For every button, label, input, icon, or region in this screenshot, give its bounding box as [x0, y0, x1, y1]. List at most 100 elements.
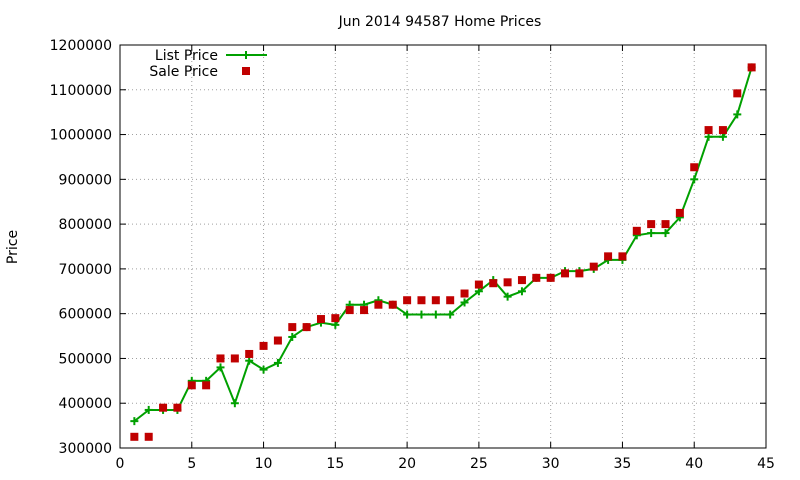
sale-price-point [747, 63, 756, 72]
sale-price-point [661, 220, 670, 229]
legend-label: List Price [155, 48, 218, 64]
y-tick-label: 1200000 [50, 38, 112, 54]
x-tick-label: 0 [116, 456, 125, 472]
x-tick-label: 5 [187, 456, 196, 472]
list-price-point [733, 110, 742, 119]
list-price-point [647, 229, 656, 238]
x-tick-label: 15 [326, 456, 344, 472]
list-price-point [144, 405, 153, 414]
sale-price-point [575, 269, 584, 278]
y-axis-label: Price [5, 230, 21, 264]
x-tick-label: 40 [685, 456, 703, 472]
sale-price-point [259, 341, 268, 350]
plot-frame [119, 44, 767, 449]
y-tick-label: 800000 [59, 217, 112, 233]
sale-price-point [302, 323, 311, 332]
sale-price-point [733, 89, 742, 98]
list-price-point [216, 363, 225, 372]
sale-price-point [245, 349, 254, 358]
sale-price-point [589, 262, 598, 271]
y-tick-label: 300000 [59, 441, 112, 457]
sale-price-point [417, 296, 426, 305]
sale-price-point [460, 289, 469, 298]
legend-cross-sample [242, 51, 250, 59]
list-price-point [288, 332, 297, 341]
sale-price-point [216, 354, 225, 363]
list-price-point [474, 287, 483, 296]
sale-price-point [130, 432, 139, 441]
sale-price-point [288, 323, 297, 332]
y-tick-label: 900000 [59, 172, 112, 188]
list-price-point [259, 365, 268, 374]
sale-price-point [489, 279, 498, 288]
x-tick-label: 25 [470, 456, 488, 472]
list-price-point [690, 175, 699, 184]
sale-price-point [546, 273, 555, 282]
x-tick-label: 30 [542, 456, 560, 472]
sale-price-point [403, 296, 412, 305]
y-tick-label: 700000 [59, 262, 112, 278]
legend-label: Sale Price [149, 64, 218, 80]
y-tick-label: 1100000 [50, 83, 112, 99]
list-price-point [130, 417, 139, 426]
sale-price-point [374, 300, 383, 309]
sale-price-point [647, 220, 656, 229]
sale-price-point [532, 273, 541, 282]
sale-price-point [503, 278, 512, 287]
sale-price-point [360, 306, 369, 315]
sale-price-point [517, 276, 526, 285]
sale-price-point [144, 432, 153, 441]
x-tick-label: 45 [757, 456, 775, 472]
sale-price-point [618, 252, 627, 261]
list-price-point [661, 229, 670, 238]
axis-ticks: 300000 400000 500000 600000 700000 800000 9000… [50, 38, 775, 472]
x-tick-label: 35 [614, 456, 632, 472]
y-tick-label: 1000000 [50, 128, 112, 144]
sale-price-point [604, 252, 613, 261]
sale-price-point [331, 314, 340, 323]
list-price-point [331, 320, 340, 329]
grid [120, 45, 766, 448]
sale-price-point [632, 226, 641, 235]
sale-price-point [474, 280, 483, 289]
sale-price-point [718, 126, 727, 135]
list-price-point [431, 310, 440, 319]
sale-price-point [345, 306, 354, 315]
list-price-point [704, 132, 713, 141]
y-tick-label: 400000 [59, 396, 112, 412]
sale-price-point [561, 269, 570, 278]
list-price-point [503, 292, 512, 301]
sale-price-point [159, 403, 168, 412]
sale-price-point [273, 336, 282, 345]
chart-title: Jun 2014 94587 Home Prices [338, 14, 542, 30]
sale-price-point [431, 296, 440, 305]
sale-price-point [202, 381, 211, 390]
list-price-point [446, 310, 455, 319]
sale-price-point [230, 354, 239, 363]
list-price-point [417, 310, 426, 319]
sale-price-point [675, 208, 684, 217]
sale-price-point [690, 163, 699, 172]
sale-price-point [316, 315, 325, 324]
list-price-point [517, 287, 526, 296]
list-price-point [403, 310, 412, 319]
list-price-point [273, 358, 282, 367]
series-marks [130, 63, 756, 441]
list-price-point [230, 399, 239, 408]
y-tick-label: 500000 [59, 351, 112, 367]
list-price-line [133, 67, 753, 422]
sale-price-point [173, 403, 182, 412]
list-price-point [460, 298, 469, 307]
sale-price-point [187, 381, 196, 390]
y-tick-label: 600000 [59, 307, 112, 323]
legend-square-sample [242, 67, 250, 75]
x-tick-label: 20 [398, 456, 416, 472]
list-price-point [718, 132, 727, 141]
x-tick-label: 10 [255, 456, 273, 472]
sale-price-point [446, 296, 455, 305]
list-price-point [245, 356, 254, 365]
sale-price-point [704, 126, 713, 135]
